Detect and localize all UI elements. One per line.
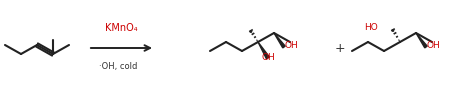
Text: OH: OH <box>427 41 441 50</box>
Text: •: • <box>247 27 253 37</box>
Text: •: • <box>389 26 395 36</box>
Text: HO: HO <box>364 23 378 32</box>
Text: +: + <box>335 42 346 55</box>
Text: ·OH, cold: ·OH, cold <box>99 62 137 71</box>
Polygon shape <box>416 33 427 48</box>
Text: KMnO₄: KMnO₄ <box>105 23 137 33</box>
Polygon shape <box>274 33 285 48</box>
Text: OH: OH <box>285 41 299 50</box>
Polygon shape <box>258 42 270 59</box>
Text: OH: OH <box>261 53 275 62</box>
